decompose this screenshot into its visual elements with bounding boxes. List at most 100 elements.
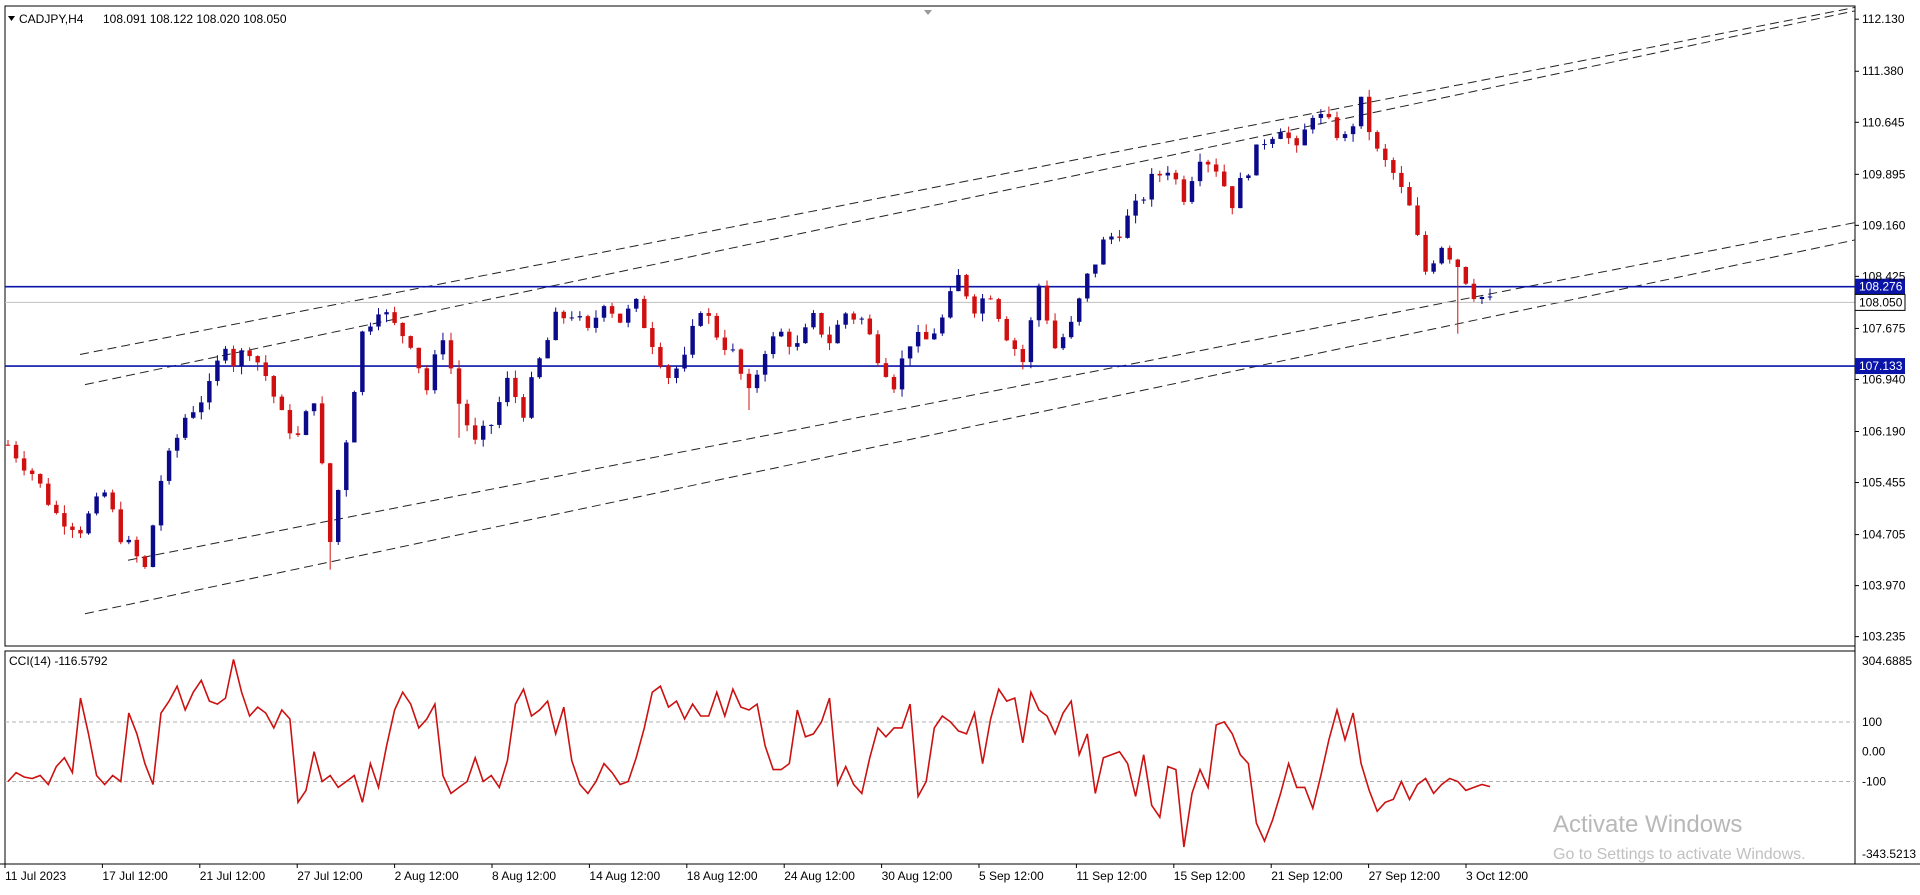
dropdown-triangle-icon[interactable] [8,16,15,21]
cci-line [7,659,1491,848]
candle-body [851,313,856,320]
current-price-tag [1854,293,1906,311]
candle-body [166,450,172,481]
candle-body [537,358,542,378]
candle-body [376,314,381,327]
candle-body [1205,161,1211,165]
candle-body [819,313,824,335]
candle-body [424,368,430,391]
candle-body [231,348,236,367]
candle-body [360,331,365,393]
trend-line[interactable] [84,239,1856,615]
candle-body [1165,172,1171,176]
symbol-label[interactable]: CADJPY,H4 [19,12,84,26]
candle-body [456,368,462,404]
candle-body [21,458,27,471]
scroll-marker-icon[interactable] [924,10,932,15]
cci-levels [5,721,1855,782]
candle-body [1463,266,1469,284]
candle-body [5,444,11,446]
trend-line[interactable] [79,6,1856,355]
candle-body [1350,126,1356,135]
time-tick-label: 30 Aug 12:00 [882,869,953,883]
candle-body [1278,132,1283,139]
candle-body [1157,173,1162,176]
candle-body [1028,320,1034,363]
candle-body [263,362,268,377]
candle-body [1286,132,1291,139]
candle-body [674,368,679,378]
time-tick-label: 3 Oct 12:00 [1466,869,1528,883]
candle-body [448,340,454,369]
price-tick-label: 103.235 [1862,630,1906,644]
time-tick-label: 11 Sep 12:00 [1076,869,1147,883]
time-tick-label: 27 Jul 12:00 [297,869,363,883]
candle-body [54,504,59,514]
level-price-label: 108.276 [1859,280,1903,294]
candle-body [1189,181,1195,202]
candle-body [392,312,397,323]
candle-body [617,313,623,323]
candle-body [1125,215,1130,238]
candle-body [1197,161,1203,182]
candle-body [158,480,164,526]
candle-body [1068,321,1074,338]
candle-body [593,317,599,328]
candle-body [1012,340,1018,350]
activate-windows-title: Activate Windows [1553,811,1742,838]
candle-body [352,392,357,443]
cci-axis: 304.6885 100 0.00 -100 -343.5213 [1862,654,1916,861]
candle-body [1149,173,1154,200]
candle-body [408,336,413,348]
candle-body [497,402,502,425]
cci-tick-label: 0.00 [1862,745,1886,759]
candle-body [956,274,961,292]
time-tick-label: 5 Sep 12:00 [979,869,1044,883]
candle-body [1318,113,1324,118]
candle-body [940,317,945,334]
candle-body [577,316,583,318]
candle-body [1366,96,1372,133]
candle-body [464,403,470,426]
time-tick-label: 18 Aug 12:00 [687,869,758,883]
price-tick-label: 109.895 [1862,167,1906,181]
candle-body [1020,349,1026,363]
candle-body [521,397,526,418]
time-axis: 11 Jul 2023 17 Jul 12:00 21 Jul 12:00 27 Ju… [4,864,1528,883]
candle-body [271,376,277,397]
candle-body [746,373,752,389]
candle-body [126,539,132,543]
candle-body [174,437,180,451]
candle-body [907,346,913,359]
candle-body [505,377,510,403]
candle-body [843,313,848,325]
candle-body [13,444,19,459]
cci-tick-label: 304.6885 [1862,654,1912,668]
price-tick-label: 109.160 [1862,218,1906,232]
candle-body [1238,177,1243,209]
candle-body [1375,132,1380,149]
candle-body [1334,117,1340,138]
price-tick-label: 103.970 [1862,579,1906,593]
level-price-tag [1855,358,1905,375]
candle-body [561,311,566,319]
time-tick-label: 14 Aug 12:00 [589,869,660,883]
candle-body [1431,263,1436,272]
horizontal-levels[interactable]: 108.276 107.133 108.050 [5,278,1906,375]
candle-body [529,377,534,418]
candle-body [344,442,349,491]
cci-tick-label: -100 [1862,774,1886,788]
candle-body [875,334,881,364]
candle-body [1221,171,1227,187]
candle-body [1004,318,1009,341]
candle-body [1117,236,1122,238]
candle-body [279,396,285,411]
time-tick-label: 8 Aug 12:00 [492,869,556,883]
candle-body [1093,264,1098,274]
candle-body [1141,199,1146,201]
candle-body [883,363,889,377]
time-tick-label: 15 Sep 12:00 [1174,869,1246,883]
candle-body [682,354,687,369]
